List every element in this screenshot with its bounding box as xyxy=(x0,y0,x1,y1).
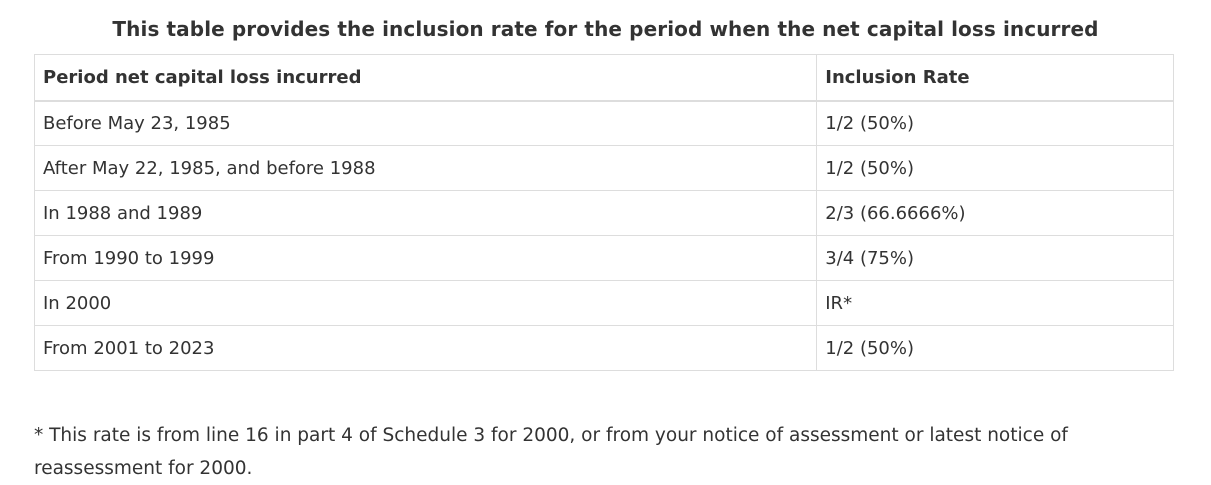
period-cell: After May 22, 1985, and before 1988 xyxy=(33,145,818,191)
header-inclusion-rate: Inclusion Rate xyxy=(816,54,1174,102)
period-cell: Before May 23, 1985 xyxy=(33,100,818,146)
table-row: Before May 23, 1985 1/2 (50%) xyxy=(33,100,1174,146)
table-caption: This table provides the inclusion rate f… xyxy=(112,17,1099,41)
table-row: From 1990 to 1999 3/4 (75%) xyxy=(33,235,1174,281)
period-cell: From 1990 to 1999 xyxy=(33,235,818,281)
rate-cell: 1/2 (50%) xyxy=(816,145,1174,191)
header-period: Period net capital loss incurred xyxy=(33,54,818,102)
inclusion-rate-table: Period net capital loss incurred Inclusi… xyxy=(33,54,1174,371)
table-row: In 1988 and 1989 2/3 (66.6666%) xyxy=(33,190,1174,236)
rate-cell: 1/2 (50%) xyxy=(816,325,1174,371)
rate-cell: 2/3 (66.6666%) xyxy=(816,190,1174,236)
rate-cell: 1/2 (50%) xyxy=(816,100,1174,146)
period-cell: From 2001 to 2023 xyxy=(33,325,818,371)
rate-cell: 3/4 (75%) xyxy=(816,235,1174,281)
table-row: In 2000 IR* xyxy=(33,280,1174,326)
table-header-row: Period net capital loss incurred Inclusi… xyxy=(33,54,1174,102)
period-cell: In 2000 xyxy=(33,280,818,326)
table-row: From 2001 to 2023 1/2 (50%) xyxy=(33,325,1174,371)
table-row: After May 22, 1985, and before 1988 1/2 … xyxy=(33,145,1174,191)
period-cell: In 1988 and 1989 xyxy=(33,190,818,236)
rate-cell: IR* xyxy=(816,280,1174,326)
footnote: * This rate is from line 16 in part 4 of… xyxy=(34,424,1068,479)
